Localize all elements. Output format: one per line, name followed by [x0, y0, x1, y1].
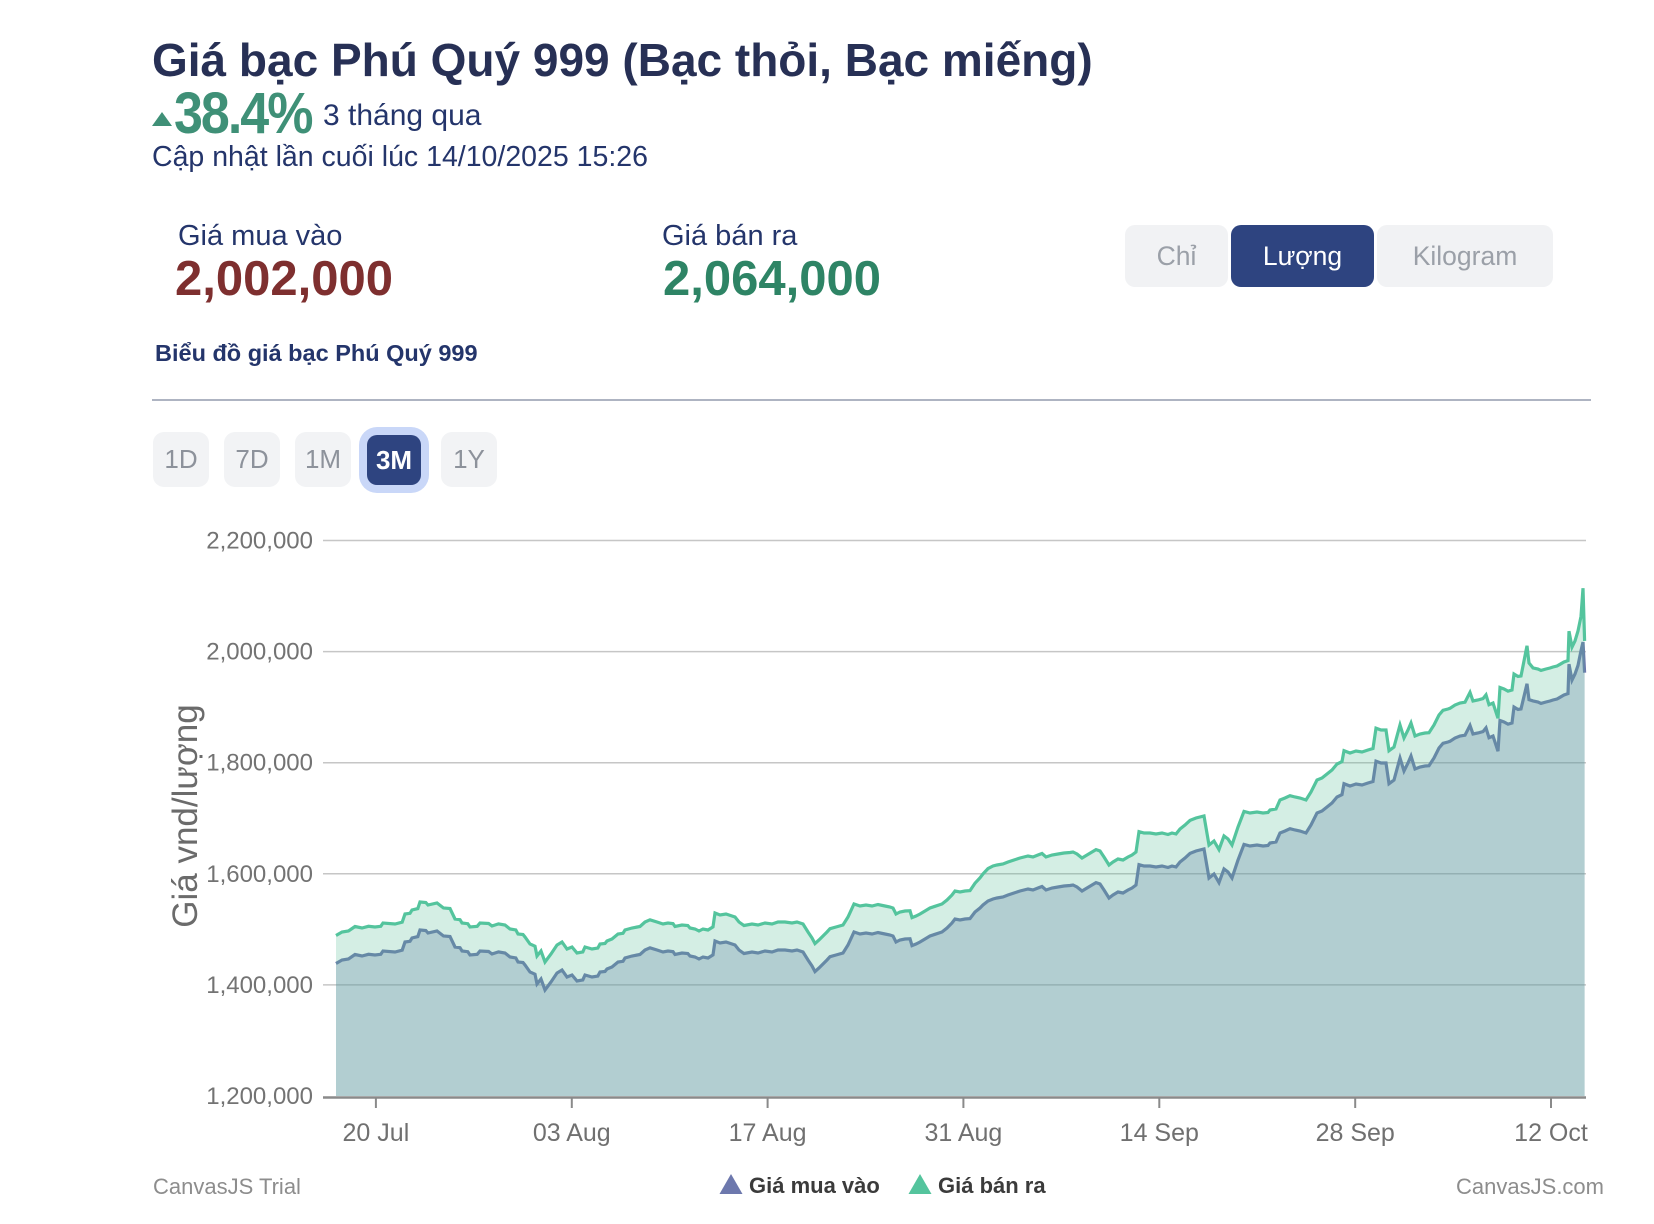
svg-text:1,400,000: 1,400,000	[206, 972, 313, 999]
svg-text:1,200,000: 1,200,000	[206, 1083, 313, 1110]
svg-text:14 Sep: 14 Sep	[1120, 1119, 1199, 1147]
svg-text:20 Jul: 20 Jul	[343, 1119, 410, 1147]
svg-text:17 Aug: 17 Aug	[729, 1119, 807, 1147]
svg-text:2,000,000: 2,000,000	[206, 639, 313, 666]
svg-text:31 Aug: 31 Aug	[924, 1119, 1002, 1147]
svg-text:03 Aug: 03 Aug	[533, 1119, 611, 1147]
svg-text:CanvasJS Trial: CanvasJS Trial	[153, 1174, 301, 1199]
svg-text:CanvasJS.com: CanvasJS.com	[1456, 1174, 1604, 1199]
svg-text:2,200,000: 2,200,000	[206, 528, 313, 555]
svg-text:1,600,000: 1,600,000	[206, 861, 313, 888]
svg-text:Giá mua vào: Giá mua vào	[749, 1173, 880, 1198]
svg-text:28 Sep: 28 Sep	[1316, 1119, 1395, 1147]
svg-text:12 Oct: 12 Oct	[1514, 1119, 1588, 1147]
svg-text:Giá bán ra: Giá bán ra	[938, 1173, 1046, 1198]
svg-text:1,800,000: 1,800,000	[206, 750, 313, 777]
svg-text:Giá vnd/lượng: Giá vnd/lượng	[166, 704, 205, 927]
